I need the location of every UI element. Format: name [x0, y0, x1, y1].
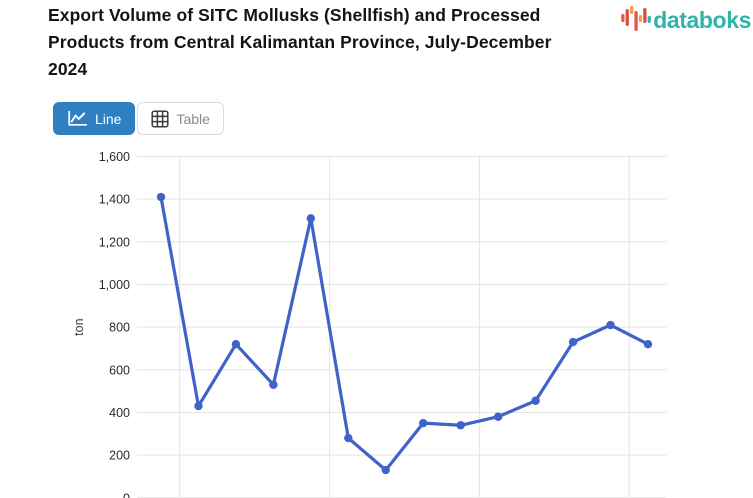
data-point[interactable] [568, 337, 578, 347]
y-tick-label: 1,200 [99, 235, 130, 249]
line-view-button[interactable]: Line [53, 102, 136, 135]
databoks-logo[interactable]: databoks [621, 4, 751, 36]
data-point[interactable] [306, 214, 316, 223]
page-title-line-1: Export Volume of SITC Mollusks (Shellfis… [48, 5, 541, 25]
y-tick-label: 1,000 [99, 278, 130, 292]
data-point[interactable] [456, 421, 465, 430]
line-view-label: Line [95, 110, 122, 127]
data-point[interactable] [344, 433, 353, 443]
line-chart: 0 200 400 600 800 1,000 1,200 1,400 1,600 ton [0, 145, 753, 498]
page-title: Export Volume of SITC Mollusks (Shellfis… [48, 2, 608, 83]
data-point[interactable] [643, 340, 653, 349]
data-point[interactable] [493, 412, 503, 421]
y-tick-label: 600 [109, 363, 130, 377]
table-view-button[interactable]: Table [137, 102, 224, 135]
y-tick-label: 800 [109, 321, 130, 335]
y-tick-label: 200 [109, 449, 130, 463]
data-point[interactable] [231, 340, 241, 349]
view-toggle: Line Table [53, 102, 224, 135]
data-point[interactable] [531, 396, 540, 405]
data-point[interactable] [419, 418, 428, 428]
y-tick-label: 1,600 [99, 150, 130, 164]
data-point[interactable] [194, 401, 203, 411]
table-icon [151, 109, 170, 128]
data-point[interactable] [156, 192, 166, 202]
page-title-line-2: Products from Central Kalimantan Provinc… [48, 32, 552, 52]
y-tick-label: 1,400 [99, 193, 130, 207]
data-point[interactable] [269, 380, 278, 389]
line-chart-icon [67, 110, 88, 127]
y-axis-title: ton [72, 318, 86, 335]
series-line [159, 195, 650, 472]
data-point[interactable] [606, 320, 615, 330]
y-tick-label: 0 [123, 491, 130, 498]
table-view-label: Table [176, 110, 210, 127]
y-tick-label: 400 [109, 406, 130, 420]
page-title-line-3: 2024 [48, 59, 88, 79]
databoks-logo-text: databoks [653, 6, 751, 33]
databoks-pulse-bars-icon [621, 4, 652, 36]
data-point[interactable] [381, 465, 390, 475]
